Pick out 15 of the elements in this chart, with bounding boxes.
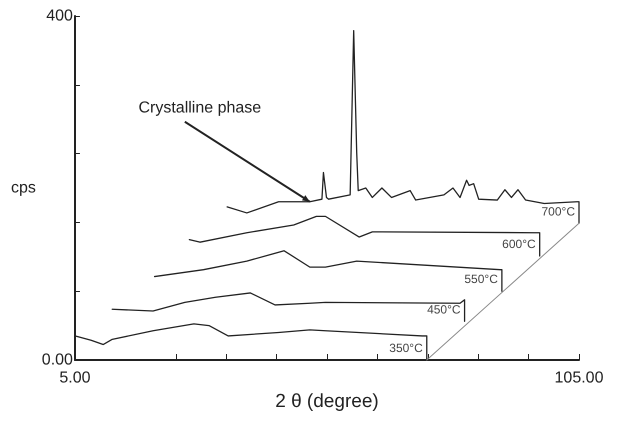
line-series <box>112 292 466 322</box>
y-tick-label: 0.00 <box>42 352 74 368</box>
x-axis-title: 2 θ (degree) <box>275 391 379 412</box>
series-label: 350°C <box>389 341 424 355</box>
series-label: 600°C <box>502 236 536 251</box>
y-axis-title: cps <box>10 180 36 196</box>
annotation: Crystalline phase <box>138 99 262 116</box>
x-tick-label: 5.00 <box>59 370 91 386</box>
line-series <box>188 216 540 257</box>
series-label: 450°C <box>427 302 461 316</box>
y-tick-label: 400 <box>46 8 74 24</box>
line-series <box>154 250 503 292</box>
series-label: 550°C <box>464 272 498 286</box>
series-label: 700°C <box>542 204 576 218</box>
x-tick-label: 105.00 <box>554 370 604 386</box>
